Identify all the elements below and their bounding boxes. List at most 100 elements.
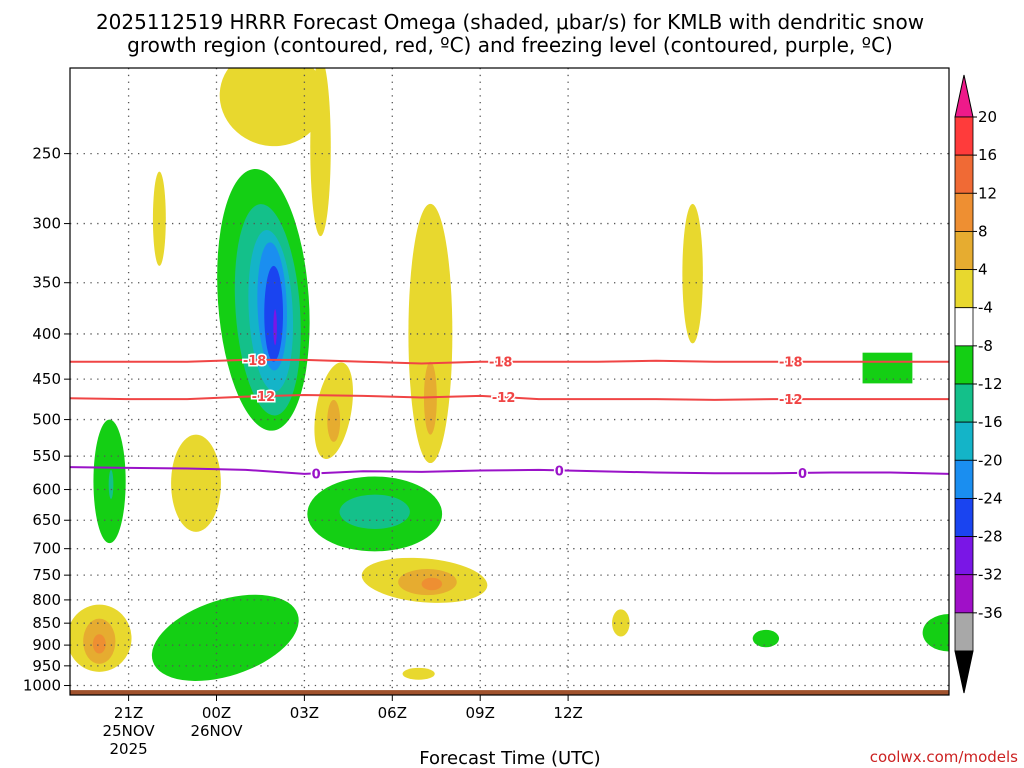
ground-surface bbox=[70, 690, 949, 695]
y-tick-label: 750 bbox=[32, 566, 61, 584]
colorbar-swatch bbox=[954, 269, 974, 309]
x-tick-label: 12Z bbox=[553, 704, 582, 722]
colorbar-top-arrow bbox=[954, 74, 974, 118]
upward-motion-boundary bbox=[151, 594, 299, 681]
colorbar-label: 20 bbox=[978, 108, 997, 126]
y-axis: 250 300 350 400 450 500 550 600 650 700 750 800 850 9… bbox=[23, 145, 70, 695]
x-tick-label: 21Z bbox=[114, 704, 143, 722]
chart-title-line2: growth region (contoured, red, ºC) and f… bbox=[127, 33, 893, 57]
y-tick-label: 650 bbox=[32, 511, 61, 529]
x-tick-label: 00Z bbox=[202, 704, 231, 722]
sinking-motion bbox=[682, 203, 703, 344]
colorbar-label: -8 bbox=[978, 337, 993, 355]
credit-text: coolwx.com/models bbox=[870, 748, 1018, 766]
y-tick-label: 700 bbox=[32, 540, 61, 558]
plot-frame bbox=[69, 67, 950, 696]
colorbar-label: -36 bbox=[978, 604, 1003, 622]
x-axis-label: Forecast Time (UTC) bbox=[419, 748, 600, 768]
sinking-motion bbox=[327, 399, 341, 442]
omega-shading bbox=[70, 68, 949, 681]
sinking-motion bbox=[219, 68, 325, 147]
sinking-motion bbox=[310, 68, 331, 237]
plot-background bbox=[70, 68, 949, 695]
x-tick-label: 06Z bbox=[378, 704, 407, 722]
y-tick-label: 600 bbox=[32, 481, 61, 499]
colorbar-label: -24 bbox=[978, 489, 1003, 507]
isotherm-label: 0 bbox=[312, 467, 321, 482]
isotherm-label: -18 bbox=[779, 356, 803, 371]
isotherm-label: -12 bbox=[492, 391, 516, 406]
colorbar-swatch bbox=[954, 612, 974, 652]
grid-lines bbox=[70, 68, 949, 695]
plot-area: -18 -18 -18 -12 -12 -12 0 0 0 bbox=[70, 68, 949, 695]
y-tick-label: 300 bbox=[32, 215, 61, 233]
isotherm-label: -12 bbox=[779, 393, 803, 408]
upward-motion-core bbox=[264, 265, 284, 362]
upward-motion-edge bbox=[922, 614, 949, 652]
isotherm-label: 0 bbox=[555, 464, 564, 479]
y-tick-label: 800 bbox=[32, 591, 61, 609]
colorbar-swatch bbox=[954, 536, 974, 576]
sinking-motion bbox=[402, 667, 435, 680]
colorbar-label: 8 bbox=[978, 222, 988, 240]
upward-motion-small bbox=[752, 629, 780, 648]
y-tick-label: 900 bbox=[32, 636, 61, 654]
colorbar-bottom-arrow bbox=[954, 650, 974, 694]
colorbar-label: -28 bbox=[978, 528, 1003, 546]
isotherm-label: -18 bbox=[489, 356, 513, 371]
upward-motion-box bbox=[862, 352, 913, 384]
colorbar-label: -4 bbox=[978, 299, 993, 317]
x-tick-date: 25NOV bbox=[103, 722, 156, 740]
colorbar-swatch bbox=[954, 231, 974, 270]
colorbar-label: 12 bbox=[978, 184, 997, 202]
ground-fill bbox=[70, 690, 949, 695]
colorbar-swatch bbox=[954, 383, 974, 423]
y-tick-label: 350 bbox=[32, 274, 61, 292]
sinking-motion bbox=[92, 634, 106, 654]
colorbar-swatch bbox=[954, 154, 974, 194]
y-tick-label: 950 bbox=[32, 657, 61, 675]
isotherm-label: -12 bbox=[252, 390, 276, 405]
x-tick-label: 09Z bbox=[466, 704, 495, 722]
isotherm-dgz-bottom bbox=[70, 394, 949, 401]
sinking-motion bbox=[171, 434, 221, 532]
colorbar-swatch bbox=[954, 574, 974, 614]
y-tick-label: 250 bbox=[32, 145, 61, 163]
sinking-motion bbox=[421, 577, 443, 591]
colorbar: 20 16 12 8 4 -4 -8 -12 -16 -20 -24 -28 -32 -36 bbox=[954, 74, 1003, 694]
colorbar-swatch bbox=[954, 307, 974, 347]
colorbar-label: -32 bbox=[978, 566, 1003, 584]
y-tick-label: 550 bbox=[32, 447, 61, 465]
isotherm-label: -18 bbox=[243, 354, 267, 369]
colorbar-label: 16 bbox=[978, 146, 997, 164]
x-tick-year: 2025 bbox=[110, 740, 148, 758]
x-tick-label: 03Z bbox=[290, 704, 319, 722]
y-tick-label: 450 bbox=[32, 370, 61, 388]
colorbar-swatch bbox=[954, 459, 974, 499]
y-tick-label: 500 bbox=[32, 411, 61, 429]
colorbar-swatch bbox=[954, 116, 974, 156]
upward-motion-core bbox=[273, 309, 277, 346]
isotherm-dgz-top bbox=[70, 358, 949, 365]
temperature-contours: -18 -18 -18 -12 -12 -12 0 0 0 bbox=[70, 352, 949, 484]
x-tick-date: 26NOV bbox=[190, 722, 243, 740]
y-tick-label: 850 bbox=[32, 614, 61, 632]
upward-motion-mid bbox=[339, 494, 410, 529]
colorbar-label: -16 bbox=[978, 413, 1003, 431]
colorbar-swatch bbox=[954, 421, 974, 461]
y-tick-label: 400 bbox=[32, 325, 61, 343]
colorbar-label: -12 bbox=[978, 375, 1003, 393]
upward-motion-low bbox=[108, 469, 114, 500]
colorbar-swatch bbox=[954, 498, 974, 537]
colorbar-label: -20 bbox=[978, 451, 1003, 469]
colorbar-label: 4 bbox=[978, 261, 988, 279]
colorbar-swatch bbox=[954, 192, 974, 232]
isotherm-label: 0 bbox=[798, 467, 807, 482]
sinking-motion bbox=[152, 171, 166, 266]
chart-title-line1: 2025112519 HRRR Forecast Omega (shaded, … bbox=[96, 10, 924, 34]
colorbar-swatch bbox=[954, 345, 974, 385]
y-tick-label: 1000 bbox=[23, 677, 61, 695]
isotherm-freezing-level bbox=[70, 466, 949, 475]
